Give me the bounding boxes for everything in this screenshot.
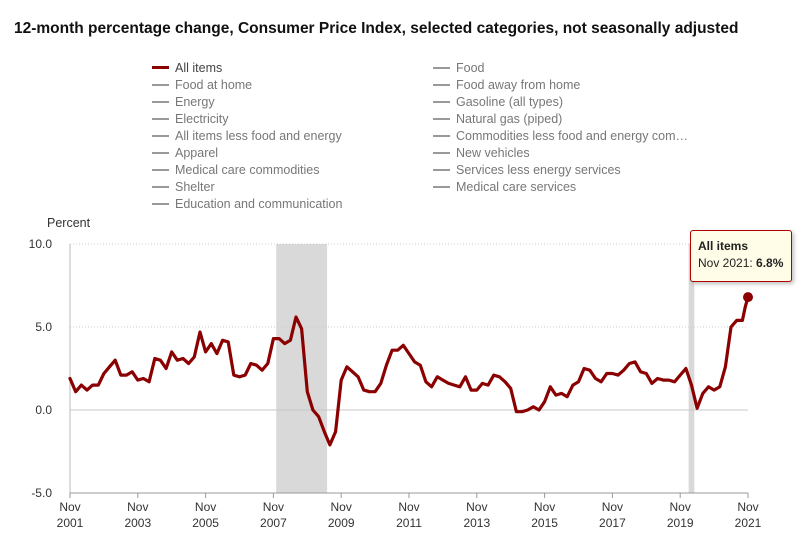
x-tick-label-month: Nov bbox=[127, 500, 148, 514]
legend-label: Natural gas (piped) bbox=[456, 111, 563, 126]
legend-label: Food bbox=[456, 60, 485, 75]
x-tick-label-month: Nov bbox=[263, 500, 284, 514]
tooltip-value: 6.8% bbox=[756, 256, 784, 270]
x-tick-label-month: Nov bbox=[331, 500, 352, 514]
tooltip-date: Nov 2021: bbox=[698, 256, 753, 270]
legend-label: Apparel bbox=[175, 145, 219, 160]
last-point-marker bbox=[743, 292, 753, 303]
legend-label: Food away from home bbox=[456, 77, 581, 92]
x-tick-label-year: 2019 bbox=[667, 516, 694, 530]
legend-swatch bbox=[152, 100, 169, 103]
x-tick-label-year: 2009 bbox=[328, 516, 355, 530]
legend-swatch bbox=[433, 134, 450, 137]
series-line-all-items bbox=[68, 295, 750, 447]
legend: All items Food at home Energy Electricity Al… bbox=[0, 0, 805, 215]
x-tick-label-year: 2001 bbox=[57, 516, 84, 530]
legend-item[interactable]: Energy bbox=[152, 93, 215, 110]
x-tick-label-year: 2003 bbox=[124, 516, 151, 530]
legend-label: Medical care services bbox=[456, 179, 577, 194]
x-tick-label-year: 2011 bbox=[396, 516, 422, 530]
recession-band bbox=[688, 244, 695, 493]
legend-item[interactable]: Food away from home bbox=[433, 76, 580, 93]
x-tick-label-month: Nov bbox=[195, 500, 216, 514]
x-tick-label-year: 2015 bbox=[531, 516, 558, 530]
legend-swatch bbox=[152, 151, 169, 154]
legend-swatch bbox=[152, 168, 169, 171]
legend-item[interactable]: Medical care services bbox=[433, 178, 576, 195]
legend-item[interactable]: All items bbox=[152, 59, 222, 76]
legend-label: Shelter bbox=[175, 179, 215, 194]
x-tick-label-year: 2005 bbox=[192, 516, 219, 530]
chart-title: 12-month percentage change, Consumer Pri… bbox=[14, 20, 739, 37]
legend-label: All items less food and energy bbox=[175, 128, 342, 143]
legend-label: Food at home bbox=[175, 77, 253, 92]
legend-swatch bbox=[433, 100, 450, 103]
y-tick-label: 0.0 bbox=[35, 403, 52, 417]
legend-label: Medical care commodities bbox=[175, 162, 320, 177]
legend-item[interactable]: Education and communication bbox=[152, 195, 342, 212]
x-tick-label-year: 2007 bbox=[260, 516, 287, 530]
legend-item[interactable]: All items less food and energy bbox=[152, 127, 342, 144]
legend-label: All items bbox=[175, 60, 223, 75]
legend-label: Electricity bbox=[175, 111, 229, 126]
legend-item[interactable]: Natural gas (piped) bbox=[433, 110, 562, 127]
y-tick-label: -5.0 bbox=[31, 486, 52, 500]
legend-label: Gasoline (all types) bbox=[456, 94, 563, 109]
x-tick-label-month: Nov bbox=[670, 500, 691, 514]
x-tick-label-month: Nov bbox=[737, 500, 758, 514]
legend-swatch bbox=[152, 134, 169, 137]
legend-item[interactable]: Food bbox=[433, 59, 485, 76]
x-tick-label-year: 2021 bbox=[735, 516, 762, 530]
tooltip: All items Nov 2021: 6.8% bbox=[690, 230, 792, 282]
x-tick-label-month: Nov bbox=[398, 500, 419, 514]
legend-swatch bbox=[152, 117, 169, 120]
legend-item[interactable]: Apparel bbox=[152, 144, 218, 161]
legend-swatch bbox=[152, 185, 169, 188]
legend-label: Services less energy services bbox=[456, 162, 621, 177]
legend-swatch bbox=[152, 202, 169, 205]
legend-item[interactable]: Shelter bbox=[152, 178, 215, 195]
legend-swatch bbox=[433, 151, 450, 154]
x-tick-label-month: Nov bbox=[534, 500, 555, 514]
y-tick-label: 5.0 bbox=[35, 320, 52, 334]
legend-item[interactable]: Food at home bbox=[152, 76, 252, 93]
legend-swatch bbox=[433, 168, 450, 171]
x-tick-label-month: Nov bbox=[59, 500, 80, 514]
legend-swatch bbox=[433, 83, 450, 86]
legend-swatch bbox=[152, 83, 169, 86]
legend-item[interactable]: Services less energy services bbox=[433, 161, 621, 178]
legend-item[interactable]: Electricity bbox=[152, 110, 228, 127]
x-tick-label-month: Nov bbox=[602, 500, 623, 514]
legend-swatch bbox=[433, 185, 450, 188]
x-tick-label-month: Nov bbox=[466, 500, 487, 514]
legend-label: Education and communication bbox=[175, 196, 343, 211]
tooltip-line: Nov 2021: 6.8% bbox=[698, 256, 783, 270]
y-axis-label: Percent bbox=[47, 216, 91, 230]
legend-label: Commodities less food and energy com… bbox=[456, 128, 689, 143]
x-tick-label-year: 2017 bbox=[599, 516, 626, 530]
legend-label: Energy bbox=[175, 94, 215, 109]
legend-item[interactable]: New vehicles bbox=[433, 144, 530, 161]
legend-swatch bbox=[433, 117, 450, 120]
x-tick-label-year: 2013 bbox=[463, 516, 490, 530]
recession-band bbox=[276, 244, 328, 493]
tooltip-series: All items bbox=[698, 239, 749, 253]
y-tick-label: 10.0 bbox=[29, 237, 53, 251]
legend-item[interactable]: Commodities less food and energy com… bbox=[433, 127, 688, 144]
legend-item[interactable]: Medical care commodities bbox=[152, 161, 320, 178]
legend-item[interactable]: Gasoline (all types) bbox=[433, 93, 563, 110]
legend-label: New vehicles bbox=[456, 145, 530, 160]
legend-swatch bbox=[152, 66, 169, 69]
legend-swatch bbox=[433, 66, 450, 69]
